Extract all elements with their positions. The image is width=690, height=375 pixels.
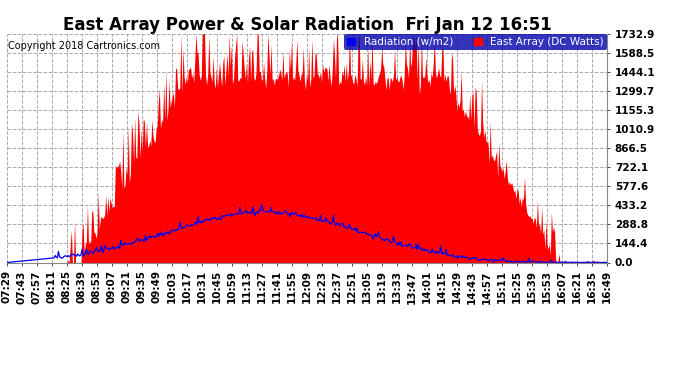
Title: East Array Power & Solar Radiation  Fri Jan 12 16:51: East Array Power & Solar Radiation Fri J… — [63, 16, 551, 34]
Legend: Radiation (w/m2), East Array (DC Watts): Radiation (w/m2), East Array (DC Watts) — [344, 34, 607, 50]
Text: Copyright 2018 Cartronics.com: Copyright 2018 Cartronics.com — [8, 40, 159, 51]
